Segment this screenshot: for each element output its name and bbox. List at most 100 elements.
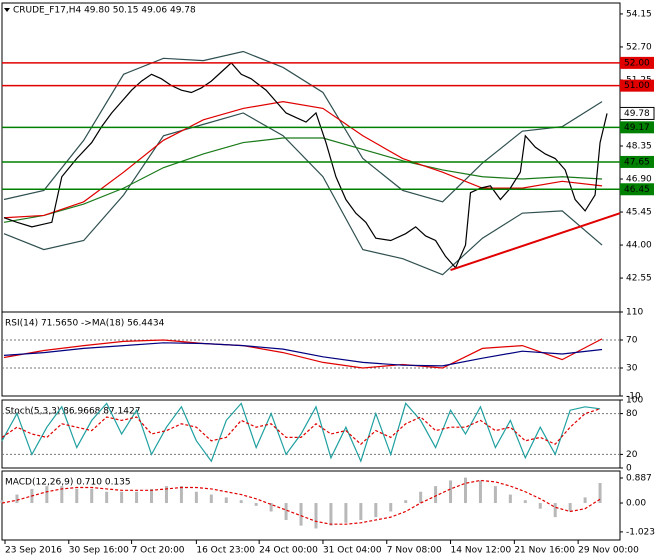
histogram-bar [299,503,303,526]
histogram-bar [449,480,453,504]
y-tick-label: -10 [626,392,641,402]
x-tick-label: 31 Oct 04:00 [323,546,382,556]
histogram-bar [508,494,512,504]
level-label: 51.00 [624,81,650,91]
histogram-bar [135,491,139,504]
histogram-bar [15,494,19,504]
pane-title: RSI(14) 71.5650 ->MA(18) 56.4434 [5,319,165,329]
pane-title: MACD(12,26,9) 0.710 0.135 [5,478,131,488]
level-label: 46.45 [624,185,650,195]
x-tick-label: 7 Oct 20:00 [132,546,185,556]
y-tick-label: 0.887 [626,473,652,483]
histogram-bar [404,500,408,504]
histogram-bar [464,477,467,504]
series-line [3,50,603,203]
histogram-bar [0,500,4,504]
x-tick-label: 23 Sep 2016 [5,546,62,556]
histogram-bar [164,486,168,504]
y-tick-label: 100 [626,396,643,406]
series-line [1,402,601,463]
histogram-bar [434,486,438,504]
series-line [1,479,601,525]
histogram-bar [209,494,213,504]
y-tick-label: 52.70 [626,42,652,52]
y-tick-label: -1.023 [626,527,655,537]
histogram-bar [359,503,363,520]
level-label: 52.00 [624,58,650,68]
price-label: 49.78 [624,109,650,119]
x-tick-label: 30 Sep 16:00 [69,546,129,556]
histogram-bar [478,480,482,504]
histogram-bar [568,503,572,512]
histogram-bar [389,503,393,512]
y-tick-label: 70 [626,336,638,346]
pane-frame [1,399,621,469]
histogram-bar [254,503,258,506]
x-tick-label: 21 Nov 16:00 [514,546,575,556]
histogram-bar [120,491,124,504]
histogram-bar [284,503,288,520]
trend-line [450,212,621,272]
y-tick-label: 44.00 [626,241,652,251]
histogram-bar [150,488,154,504]
y-tick-label: 45.45 [626,208,652,218]
y-tick-label: 46.90 [626,175,652,185]
y-tick-label: 30 [626,364,638,374]
x-tick-label: 29 Nov 00:00 [578,546,639,556]
series-line [3,100,603,219]
menu-arrow [4,8,10,12]
y-tick-label: 0.00 [626,499,646,509]
histogram-bar [90,488,94,504]
level-label: 49.17 [624,123,650,133]
histogram-bar [75,488,79,504]
price-label-box [619,106,655,120]
histogram-bar [45,486,49,504]
level-label: 47.65 [624,157,650,167]
pane-frame [1,311,621,397]
y-tick-label: 0 [626,464,632,474]
x-tick-label: 24 Oct 00:00 [259,546,318,556]
histogram-bar [179,486,183,504]
level-label-box [620,56,654,69]
series-line [1,408,601,446]
histogram-bar [374,503,378,518]
series-line [3,342,603,367]
histogram-bar [419,491,423,504]
histogram-bar [344,503,348,523]
level-label-box [620,155,654,168]
series-line [3,338,603,369]
y-tick-label: 110 [626,308,643,318]
x-tick-label: 14 Nov 12:00 [451,546,512,556]
histogram-bar [493,486,497,504]
histogram-bar [60,486,64,504]
y-tick-label: 42.55 [626,274,652,284]
x-tick-label: 7 Nov 08:00 [387,546,442,556]
histogram-bar [538,503,542,509]
pane-frame [1,470,621,541]
x-tick-label: 16 Oct 23:00 [196,546,255,556]
histogram-bar [553,503,557,518]
level-label-box [620,183,654,196]
histogram-bar [523,500,527,504]
series-line [3,112,603,276]
pane-title: CRUDE_F17,H4 49.80 50.15 49.06 49.78 [13,6,196,16]
histogram-bar [583,497,587,504]
histogram-bar [239,500,243,504]
level-label-box [620,79,654,92]
histogram-bar [314,503,318,529]
histogram-bar [269,503,273,512]
series-line [3,137,603,223]
level-label-box [620,121,654,134]
y-tick-label: 54.15 [626,9,652,19]
y-tick-label: 80 [626,409,638,419]
histogram-bar [224,497,228,504]
histogram-bar [598,482,602,504]
histogram-bar [105,491,109,504]
y-tick-label: 20 [626,450,638,460]
pane-title: Stoch(5,3,3) 86.9668 87.1427 [5,407,140,417]
y-tick-label: 48.35 [626,142,652,152]
histogram-bar [194,491,198,504]
